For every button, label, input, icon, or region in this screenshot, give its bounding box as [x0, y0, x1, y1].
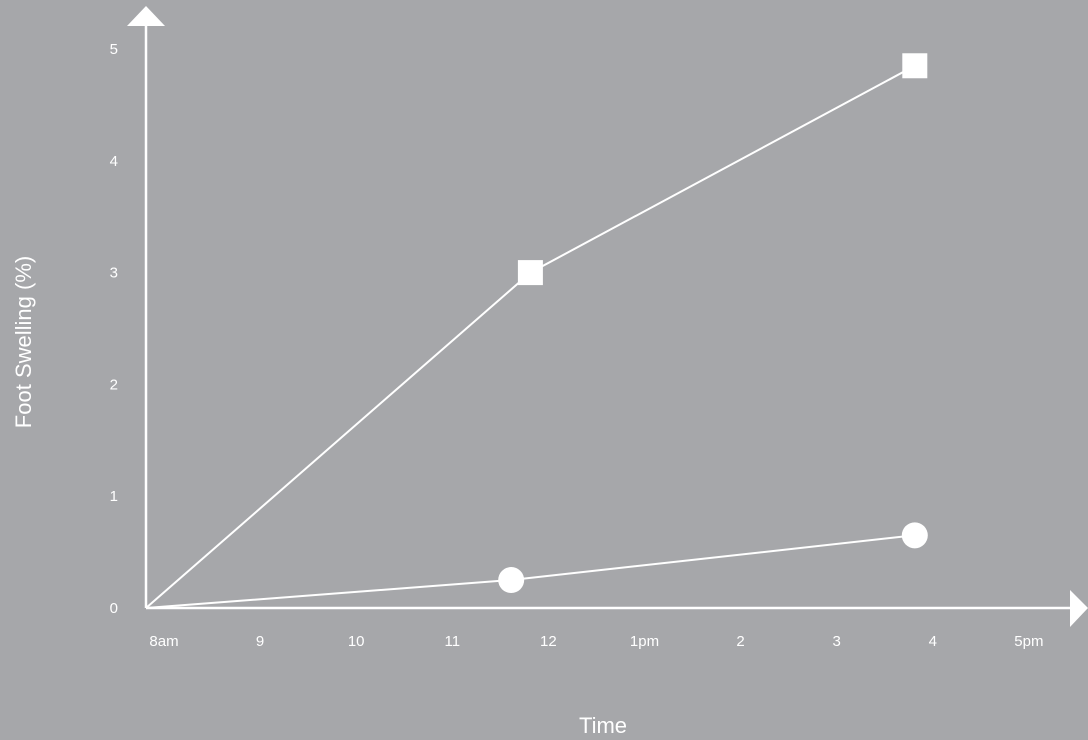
y-tick-label: 3	[110, 265, 118, 282]
y-axis-arrow	[127, 6, 165, 26]
series-layer	[145, 53, 928, 609]
series-line-square	[145, 64, 916, 609]
circle-marker	[498, 567, 525, 594]
x-tick-label: 2	[736, 633, 744, 650]
y-axis-title: Foot Swelling (%)	[11, 256, 36, 428]
y-tick-label: 2	[110, 376, 118, 393]
y-tick-label: 5	[110, 41, 118, 58]
x-tick-label: 3	[833, 633, 841, 650]
x-tick-label: 9	[256, 633, 264, 650]
y-tick-labels: 0 1 2 3 4 5	[110, 41, 118, 617]
y-tick-label: 0	[110, 600, 118, 617]
axes	[127, 6, 1088, 627]
x-tick-label: 11	[445, 633, 461, 650]
x-tick-label: 1pm	[630, 633, 659, 650]
y-tick-label: 4	[110, 153, 118, 170]
circle-marker	[901, 522, 928, 549]
x-tick-label: 5pm	[1014, 633, 1043, 650]
x-tick-label: 4	[929, 633, 937, 650]
y-tick-label: 1	[110, 488, 118, 505]
x-axis-arrow	[1070, 590, 1088, 627]
x-tick-label: 12	[540, 633, 557, 650]
square-marker	[902, 53, 928, 79]
x-tick-label: 10	[348, 633, 365, 650]
square-marker	[517, 260, 543, 286]
x-tick-label: 8am	[149, 633, 178, 650]
x-axis-title: Time	[579, 713, 627, 738]
x-tick-labels: 8am 9 10 11 12 1pm 2 3 4 5pm	[149, 633, 1043, 650]
series-line-circle	[145, 534, 915, 609]
